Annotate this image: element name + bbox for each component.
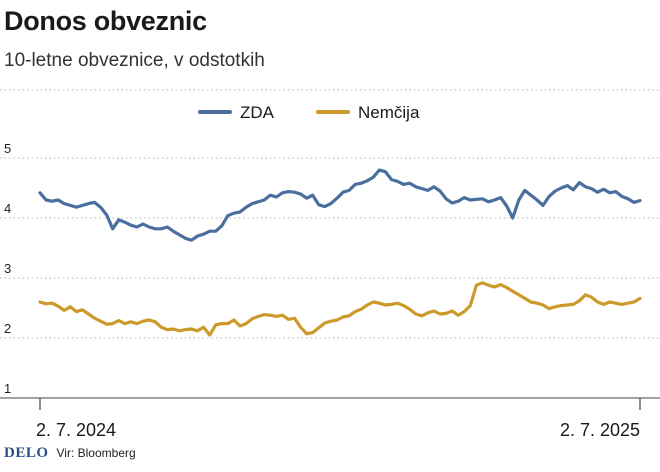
series-line xyxy=(38,281,642,337)
line-chart: 1 2 3 4 5 ZDA Nemčija 2. 7. 2024 2. 7. 2025 xyxy=(0,89,660,440)
series-lines xyxy=(38,168,642,337)
legend-label: ZDA xyxy=(240,103,275,122)
x-tick-label: 2. 7. 2025 xyxy=(560,420,640,440)
y-tick-label: 4 xyxy=(4,201,11,216)
source-note: Vir: Bloomberg xyxy=(56,446,136,460)
series-line xyxy=(38,168,642,242)
y-axis-ticks: 1 2 3 4 5 xyxy=(4,141,11,396)
grid-lines xyxy=(0,89,660,399)
chart-title: Donos obveznic xyxy=(4,6,207,36)
x-axis: 2. 7. 2024 2. 7. 2025 xyxy=(0,397,660,440)
y-tick-label: 1 xyxy=(4,381,11,396)
y-tick-label: 3 xyxy=(4,261,11,276)
legend: ZDA Nemčija xyxy=(198,103,420,122)
chart-subtitle: 10-letne obveznice, v odstotkih xyxy=(4,50,265,71)
brand-logo: DELO xyxy=(4,445,49,461)
footer: DELO Vir: Bloomberg xyxy=(4,445,136,462)
legend-label: Nemčija xyxy=(358,103,420,122)
y-tick-label: 5 xyxy=(4,141,11,156)
y-tick-label: 2 xyxy=(4,321,11,336)
x-tick-label: 2. 7. 2024 xyxy=(36,420,116,440)
